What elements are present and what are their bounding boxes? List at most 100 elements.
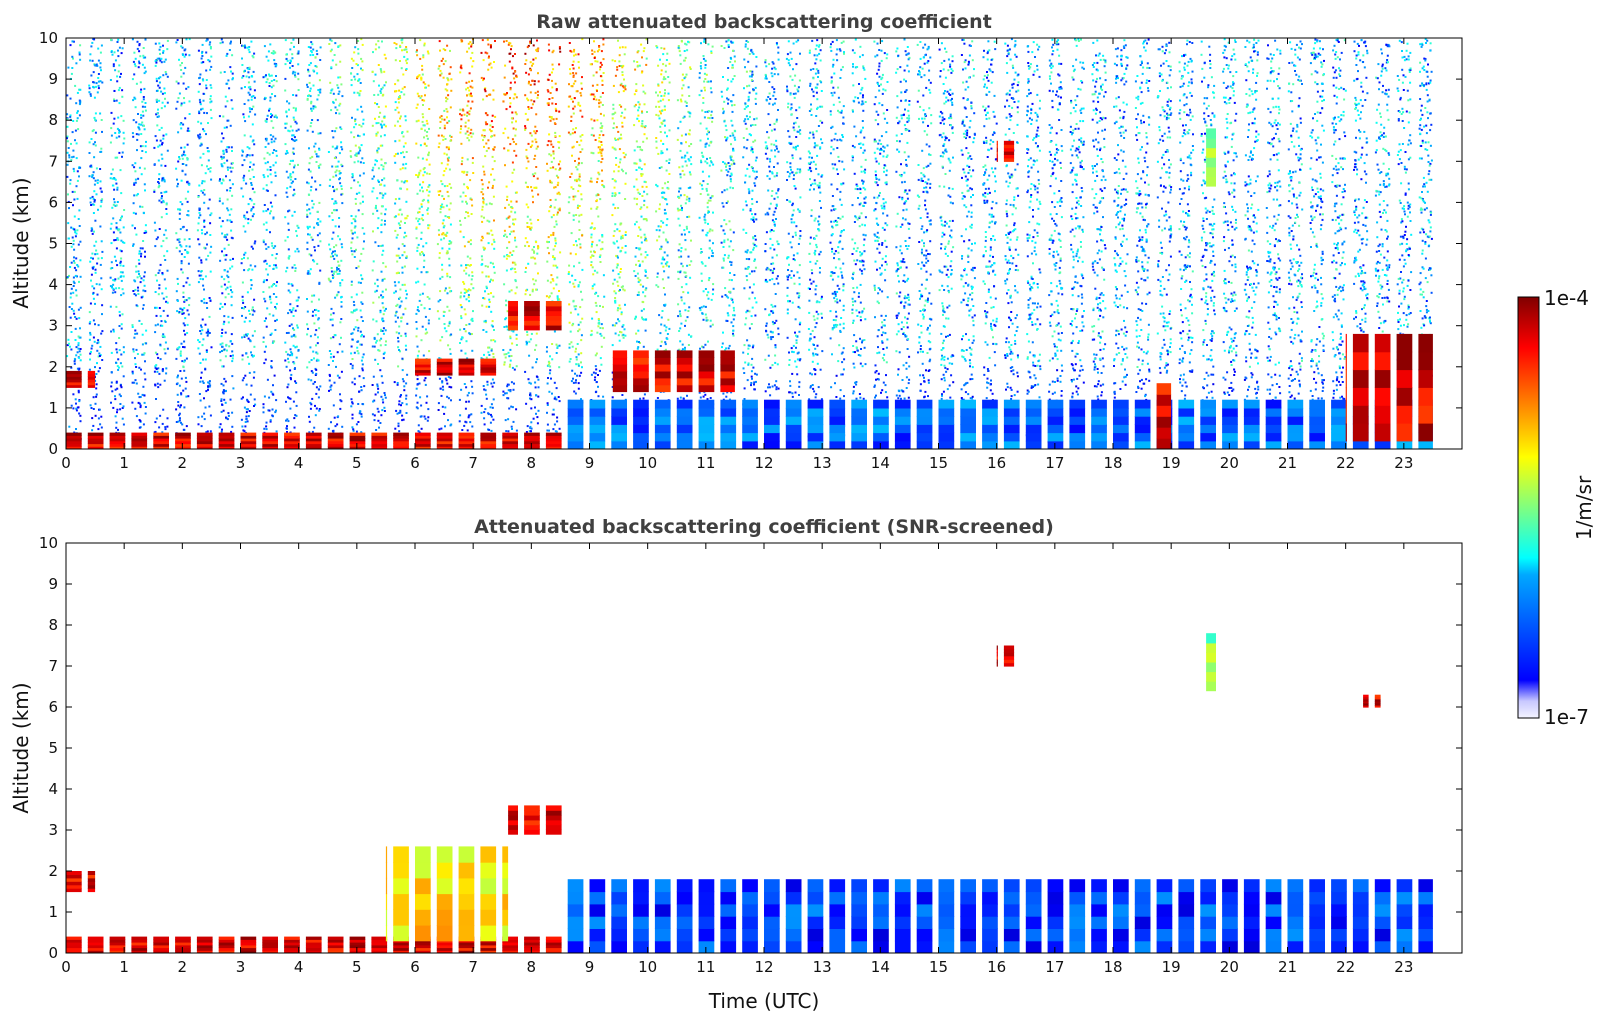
raw-noise-pixel [262, 174, 265, 177]
raw-noise-pixel [138, 60, 140, 63]
raw-noise-pixel [552, 68, 555, 71]
raw-noise-pixel [139, 55, 142, 58]
raw-noise-pixel [403, 93, 406, 96]
raw-noise-pixel [537, 193, 540, 196]
raw-noise-pixel [201, 182, 204, 185]
raw-noise-pixel [250, 354, 253, 357]
raw-noise-pixel [112, 231, 115, 234]
raw-layer-cell [436, 361, 453, 365]
raw-noise-pixel [490, 348, 493, 351]
raw-noise-pixel [400, 300, 403, 303]
raw-noise-pixel [250, 279, 253, 281]
raw-noise-pixel [406, 58, 409, 61]
raw-noise-pixel [161, 272, 164, 274]
raw-noise-pixel [446, 98, 449, 100]
raw-noise-pixel [337, 235, 340, 238]
raw-noise-pixel [334, 147, 337, 150]
raw-noise-pixel [372, 166, 375, 169]
raw-noise-pixel [382, 168, 385, 171]
raw-noise-pixel [468, 288, 470, 291]
raw-noise-pixel [77, 406, 80, 409]
raw-noise-pixel [317, 94, 320, 97]
raw-noise-pixel [245, 182, 248, 185]
raw-noise-pixel [227, 276, 230, 279]
raw-noise-pixel [360, 359, 363, 362]
raw-noise-pixel [310, 254, 313, 257]
raw-noise-pixel [382, 332, 385, 335]
raw-noise-pixel [96, 179, 99, 182]
raw-noise-pixel [263, 176, 266, 179]
raw-noise-pixel [296, 234, 298, 237]
raw-noise-pixel [550, 181, 553, 184]
raw-noise-pixel [397, 336, 399, 339]
raw-noise-pixel [154, 42, 157, 45]
raw-noise-pixel [97, 59, 100, 62]
raw-noise-pixel [220, 430, 223, 433]
raw-profile-column [284, 38, 300, 449]
raw-noise-pixel [295, 139, 298, 142]
raw-noise-pixel [506, 92, 508, 94]
raw-noise-pixel [380, 330, 382, 332]
raw-noise-pixel [226, 238, 229, 241]
raw-noise-pixel [428, 127, 430, 130]
raw-noise-pixel [531, 366, 534, 369]
raw-noise-pixel [160, 57, 163, 60]
raw-noise-pixel [115, 222, 118, 225]
raw-noise-pixel [399, 227, 402, 229]
raw-noise-pixel [274, 95, 277, 98]
raw-noise-pixel [351, 253, 354, 256]
raw-noise-pixel [246, 356, 249, 359]
raw-noise-pixel [159, 383, 162, 386]
raw-noise-pixel [350, 229, 353, 232]
raw-noise-pixel [504, 164, 506, 167]
raw-noise-pixel [97, 417, 100, 420]
raw-noise-pixel [534, 406, 536, 409]
raw-noise-pixel [97, 208, 99, 211]
raw-noise-pixel [250, 184, 253, 186]
raw-noise-pixel [381, 381, 384, 384]
raw-noise-pixel [312, 84, 315, 87]
raw-noise-pixel [550, 292, 553, 295]
raw-noise-pixel [380, 294, 383, 297]
raw-noise-pixel [509, 348, 512, 351]
raw-noise-pixel [464, 217, 467, 219]
raw-noise-pixel [421, 113, 424, 116]
raw-noise-pixel [421, 214, 424, 217]
raw-noise-pixel [294, 414, 297, 417]
raw-noise-pixel [340, 188, 343, 190]
raw-noise-pixel [306, 333, 309, 336]
raw-noise-pixel [448, 322, 451, 325]
raw-noise-pixel [465, 211, 468, 213]
raw-noise-pixel [179, 244, 182, 247]
raw-noise-pixel [72, 393, 75, 396]
raw-noise-pixel [556, 192, 559, 195]
raw-noise-pixel [97, 77, 100, 79]
raw-noise-pixel [246, 154, 249, 156]
raw-noise-pixel [89, 333, 92, 336]
raw-noise-pixel [247, 71, 250, 74]
raw-noise-pixel [78, 367, 81, 370]
raw-noise-pixel [469, 333, 472, 336]
raw-noise-pixel [224, 258, 227, 261]
raw-noise-pixel [360, 252, 363, 255]
raw-noise-pixel [506, 310, 509, 313]
raw-noise-pixel [73, 261, 76, 264]
raw-panel-title: Raw attenuated backscattering coefficien… [536, 11, 992, 33]
raw-noise-pixel [450, 135, 453, 138]
raw-noise-pixel [379, 309, 382, 312]
raw-noise-pixel [241, 57, 243, 60]
raw-noise-pixel [553, 330, 556, 333]
raw-noise-pixel [445, 204, 448, 207]
raw-noise-pixel [514, 236, 516, 239]
raw-noise-pixel [463, 282, 466, 285]
raw-noise-pixel [372, 400, 375, 403]
raw-noise-pixel [330, 109, 333, 112]
raw-noise-pixel [329, 50, 332, 53]
raw-noise-pixel [221, 403, 223, 406]
raw-noise-pixel [99, 263, 102, 266]
raw-noise-pixel [275, 296, 278, 298]
raw-noise-pixel [405, 46, 408, 48]
raw-noise-pixel [113, 177, 116, 179]
raw-noise-pixel [397, 97, 400, 100]
raw-noise-pixel [289, 397, 292, 400]
